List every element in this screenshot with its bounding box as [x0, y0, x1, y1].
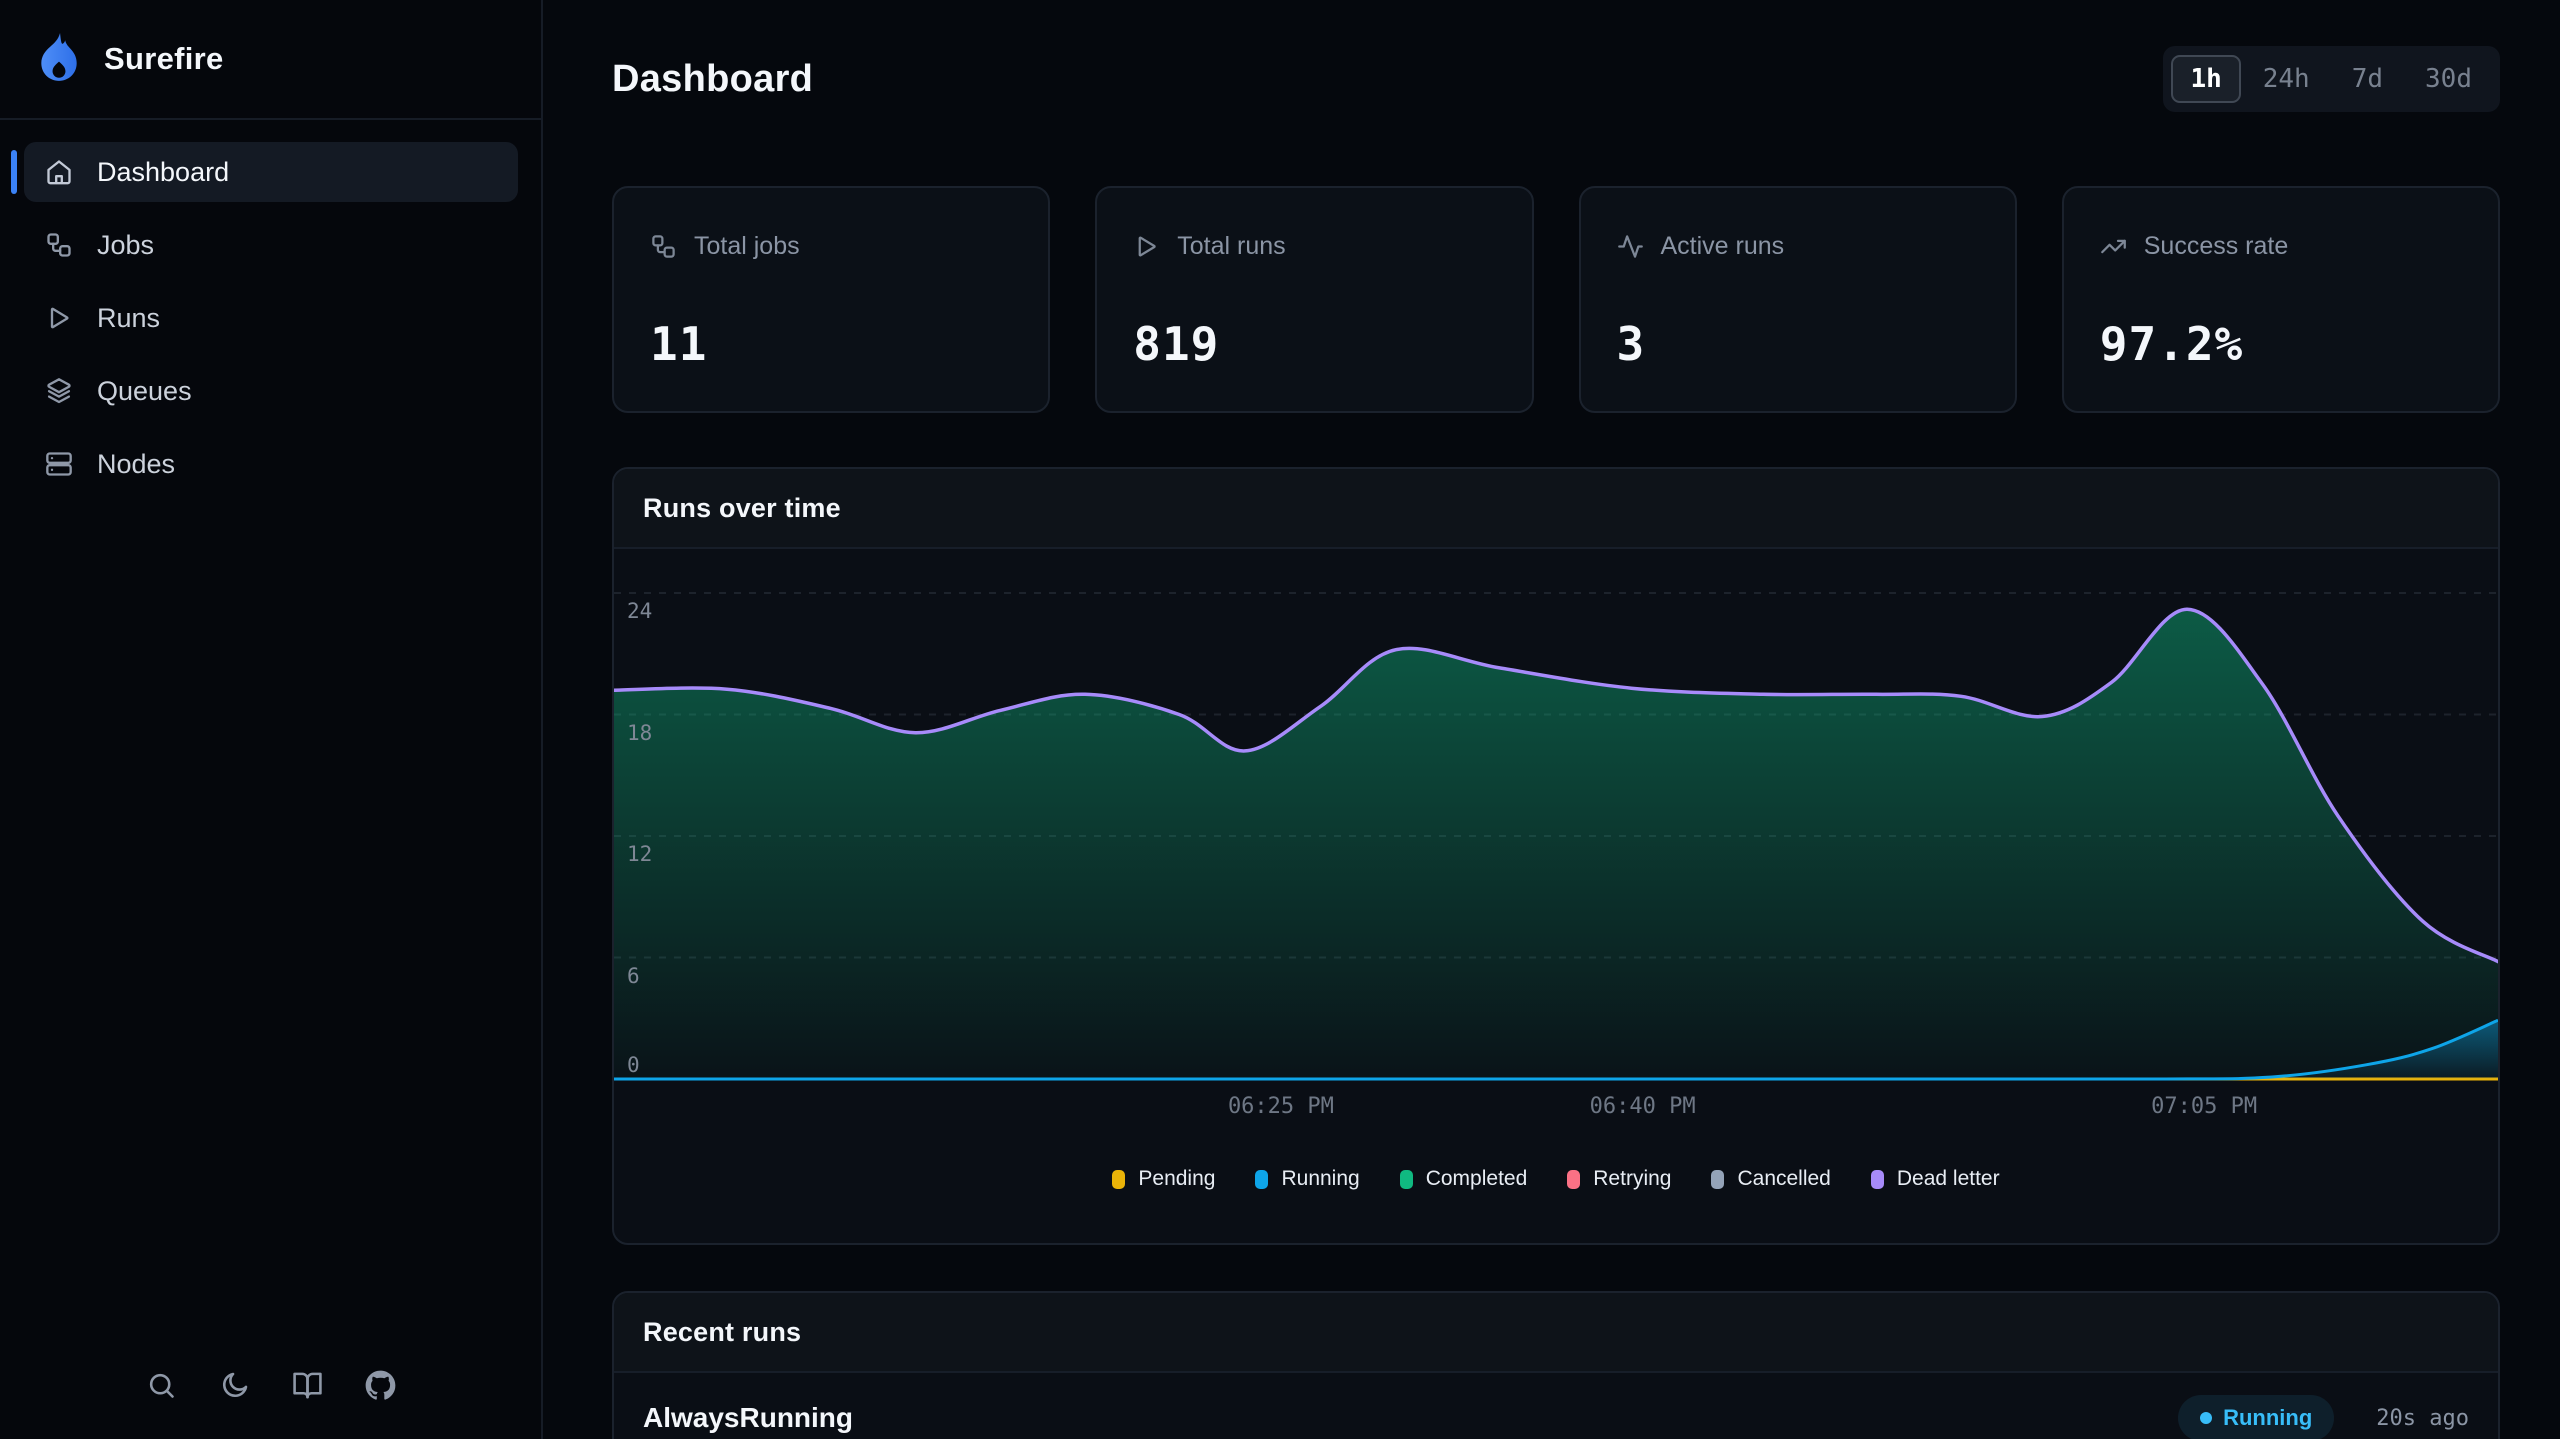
run-meta: Running 20s ago: [2178, 1395, 2469, 1439]
legend-item-cancelled: Cancelled: [1711, 1167, 1830, 1191]
stat-label: Active runs: [1617, 232, 1979, 261]
sidebar-footer: [0, 1370, 541, 1439]
legend-item-dead-letter: Dead letter: [1871, 1167, 2000, 1191]
workflow-icon: [45, 231, 73, 259]
main-content: Dashboard 1h24h7d30d Total jobs 11 Total r…: [543, 0, 2560, 1439]
recent-runs-title: Recent runs: [614, 1293, 2498, 1373]
activity-icon: [1617, 233, 1644, 260]
sidebar-item-label: Dashboard: [97, 157, 229, 188]
workflow-icon: [650, 233, 677, 260]
active-indicator: [11, 150, 17, 194]
runs-area-chart: [614, 561, 2498, 1085]
legend-item-retrying: Retrying: [1567, 1167, 1671, 1191]
sidebar: Surefire Dashboard Jobs Runs Queues Nodes: [0, 0, 543, 1439]
time-range-24h[interactable]: 24h: [2243, 55, 2330, 103]
table-row[interactable]: AlwaysRunning Running 20s ago: [614, 1373, 2498, 1439]
flame-icon: [38, 33, 80, 85]
status-badge: Running: [2178, 1395, 2334, 1439]
stat-label: Total runs: [1133, 232, 1495, 261]
status-label: Running: [2223, 1405, 2312, 1431]
stat-value: 97.2%: [2100, 317, 2462, 371]
time-range-7d[interactable]: 7d: [2332, 55, 2403, 103]
stat-value: 819: [1133, 317, 1495, 371]
stat-value: 11: [650, 317, 1012, 371]
legend-item-completed: Completed: [1400, 1167, 1528, 1191]
moon-icon[interactable]: [219, 1370, 250, 1401]
legend-item-pending: Pending: [1112, 1167, 1215, 1191]
time-range-selector: 1h24h7d30d: [2163, 46, 2500, 112]
topbar: Dashboard 1h24h7d30d: [612, 44, 2500, 114]
play-icon: [1133, 233, 1160, 260]
sidebar-item-label: Runs: [97, 303, 160, 334]
sidebar-item-queues[interactable]: Queues: [24, 361, 518, 421]
page-title: Dashboard: [612, 58, 813, 101]
legend-swatch-icon: [1400, 1170, 1413, 1189]
stat-card-active-runs: Active runs 3: [1579, 186, 2017, 413]
trending-up-icon: [2100, 233, 2127, 260]
x-axis-tick: 06:40 PM: [1590, 1094, 1696, 1119]
x-axis-ticks: 06:25 PM 06:40 PM 07:05 PM: [614, 1085, 2498, 1127]
time-range-1h[interactable]: 1h: [2171, 55, 2240, 103]
x-axis-tick: 06:25 PM: [1228, 1094, 1334, 1119]
server-icon: [45, 450, 73, 478]
home-icon: [45, 158, 73, 186]
status-dot-icon: [2200, 1412, 2212, 1424]
stat-card-total-runs: Total runs 819: [1095, 186, 1533, 413]
y-axis-tick: 12: [627, 842, 652, 866]
legend-item-running: Running: [1255, 1167, 1359, 1191]
github-icon[interactable]: [365, 1370, 396, 1401]
legend-swatch-icon: [1711, 1170, 1724, 1189]
y-axis-tick: 6: [627, 964, 640, 988]
brand: Surefire: [0, 0, 541, 120]
chart-legend: Pending Running Completed Retrying Cancelled…: [614, 1167, 2498, 1243]
play-icon: [45, 304, 73, 332]
run-name[interactable]: AlwaysRunning: [643, 1402, 853, 1434]
book-open-icon[interactable]: [292, 1370, 323, 1401]
x-axis-tick: 07:05 PM: [2151, 1094, 2257, 1119]
time-range-30d[interactable]: 30d: [2405, 55, 2492, 103]
chart-title: Runs over time: [614, 469, 2498, 549]
stat-card-total-jobs: Total jobs 11: [612, 186, 1050, 413]
legend-swatch-icon: [1112, 1170, 1125, 1189]
recent-runs-card: Recent runs AlwaysRunning Running 20s ag…: [612, 1291, 2500, 1439]
stat-value: 3: [1617, 317, 1979, 371]
sidebar-item-dashboard[interactable]: Dashboard: [24, 142, 518, 202]
chart-plot: 06:25 PM 06:40 PM 07:05 PM 0 6 12 18 24: [614, 549, 2498, 1127]
runs-over-time-card: Runs over time 06:25 PM 06:40 PM 07:05 PM …: [612, 467, 2500, 1245]
sidebar-item-label: Nodes: [97, 449, 175, 480]
stat-label: Total jobs: [650, 232, 1012, 261]
stat-cards: Total jobs 11 Total runs 819 Active runs 3 Suc…: [612, 186, 2500, 413]
sidebar-item-runs[interactable]: Runs: [24, 288, 518, 348]
stat-label: Success rate: [2100, 232, 2462, 261]
run-timestamp: 20s ago: [2376, 1406, 2469, 1431]
sidebar-nav: Dashboard Jobs Runs Queues Nodes: [0, 120, 541, 494]
legend-swatch-icon: [1871, 1170, 1884, 1189]
search-icon[interactable]: [146, 1370, 177, 1401]
sidebar-item-nodes[interactable]: Nodes: [24, 434, 518, 494]
y-axis-tick: 24: [627, 599, 652, 623]
legend-swatch-icon: [1567, 1170, 1580, 1189]
sidebar-item-jobs[interactable]: Jobs: [24, 215, 518, 275]
sidebar-item-label: Jobs: [97, 230, 154, 261]
sidebar-item-label: Queues: [97, 376, 192, 407]
brand-name: Surefire: [104, 41, 224, 77]
stat-card-success-rate: Success rate 97.2%: [2062, 186, 2500, 413]
legend-swatch-icon: [1255, 1170, 1268, 1189]
layers-icon: [45, 377, 73, 405]
y-axis-tick: 0: [627, 1053, 640, 1077]
y-axis-tick: 18: [627, 721, 652, 745]
